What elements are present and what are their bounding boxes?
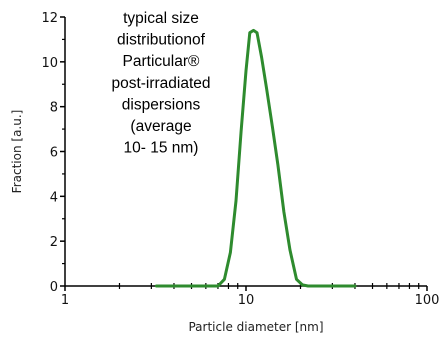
annotation-line: distributionof (117, 32, 206, 49)
annotation-line: typical size (123, 10, 199, 27)
y-tick-label: 0 (50, 280, 58, 295)
annotation-line: 10- 15 nm) (124, 140, 199, 157)
y-tick-label: 6 (50, 146, 58, 161)
y-tick-label: 4 (50, 190, 58, 205)
series-line (154, 28, 357, 288)
x-axis-title: Particle diameter [nm] (188, 320, 323, 334)
x-tick-label: 1 (61, 293, 69, 308)
annotation-line: (average (130, 118, 191, 135)
annotation-text: typical size distributionof Particular® pos… (111, 10, 210, 157)
y-tick-label: 8 (50, 101, 58, 116)
annotation-line: post-irradiated (111, 75, 210, 92)
y-axis-title: Fraction [a.u.] (10, 110, 24, 194)
annotation-line: dispersions (122, 96, 201, 113)
axis-ticks (60, 16, 428, 291)
tick-labels: 0 2 4 6 8 10 12 1 10 100 (41, 11, 439, 308)
y-tick-label: 10 (41, 56, 58, 71)
annotation-line: Particular® (123, 53, 200, 70)
x-tick-label: 100 (415, 293, 440, 308)
x-tick-label: 10 (238, 293, 255, 308)
y-tick-label: 2 (50, 235, 58, 250)
y-tick-label: 12 (41, 11, 58, 26)
